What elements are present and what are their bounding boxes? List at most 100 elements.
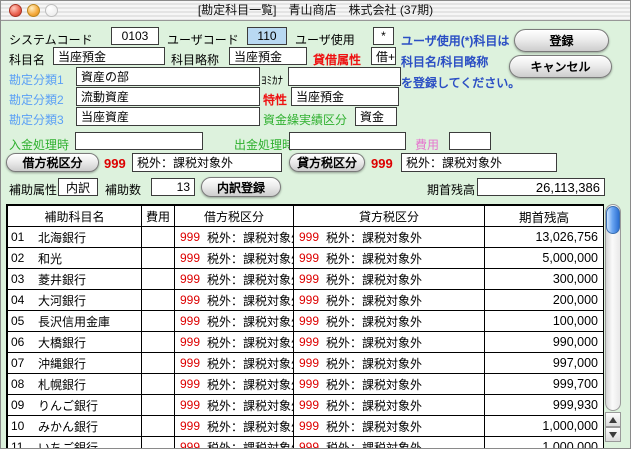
credit-tax-code: 999 [299,377,320,391]
row-number: 09 [11,398,25,412]
withdraw-time-field[interactable] [289,132,406,150]
debit-tax-text: 税外：課税対象外 [207,356,294,371]
subject-abbr-label: 科目略称 [171,53,220,67]
cell-debit-tax: 999 税外：課税対象外 [175,416,294,436]
scrollbar-thumb[interactable] [606,206,620,234]
credit-tax-field[interactable]: 税外：課税対象外 [401,153,557,172]
row-number: 01 [11,230,25,244]
row-number: 10 [11,419,25,433]
row-number: 06 [11,335,25,349]
credit-tax-code: 999 [299,272,320,286]
cell-opening-balance: 200,000 [552,293,598,307]
subaccount-name: みかん銀行 [38,419,99,434]
debit-tax-code: 999 [180,419,201,433]
table-row[interactable]: 01 北海銀行 999 税外：課税対象外 999 税外：課税対象外 13,026,756 [8,227,603,248]
system-code-field[interactable]: 0103 [111,27,159,45]
credit-tax-code: 999 [299,419,320,433]
register-button[interactable]: 登録 [514,29,609,52]
hojo-attr-field[interactable]: 内訳 [58,178,98,196]
cell-credit-tax: 999 税外：課税対象外 [294,395,485,415]
table-body: 01 北海銀行 999 税外：課税対象外 999 税外：課税対象外 13,026,756 02… [8,227,603,449]
table-row[interactable]: 09 りんご銀行 999 税外：課税対象外 999 税外：課税対象外 999,930 [8,395,603,416]
debit-credit-attr-field[interactable]: 借+ [371,47,396,65]
cell-debit-tax: 999 税外：課税対象外 [175,374,294,394]
expense-field[interactable] [449,132,491,150]
hojo-attr-label: 補助属性 [9,183,58,197]
credit-tax-code: 999 [299,356,320,370]
cell-credit-tax: 999 税外：課税対象外 [294,353,485,373]
debit-tax-code: 999 [180,335,201,349]
close-icon[interactable] [9,4,22,17]
credit-tax-code: 999 [299,440,320,449]
table-row[interactable]: 04 大河銀行 999 税外：課税対象外 999 税外：課税対象外 200,000 [8,290,603,311]
yomikana-field[interactable] [288,67,401,86]
class2-label: 勘定分類2 [9,93,64,107]
credit-tax-text: 税外：課税対象外 [326,230,423,245]
debit-tax-text: 税外：課税対象外 [207,377,294,392]
table-row[interactable]: 08 札幌銀行 999 税外：課税対象外 999 税外：課税対象外 999,700 [8,374,603,395]
title-bar[interactable]: [勘定科目一覧] 青山商店 株式会社 (37期) [1,1,630,21]
debit-tax-text: 税外：課税対象外 [207,314,294,329]
cell-expense [142,248,175,268]
cell-opening-balance: 100,000 [552,314,598,328]
scroll-down-button[interactable] [605,427,621,442]
subaccount-name: 菱井銀行 [38,272,87,287]
cell-expense [142,332,175,352]
deposit-time-field[interactable] [75,132,203,150]
credit-tax-button[interactable]: 貸方税区分 [289,153,365,172]
subject-name-field[interactable]: 当座預金 [53,47,165,65]
cell-debit-tax: 999 税外：課税対象外 [175,227,294,247]
uchiwake-register-button[interactable]: 内訳登録 [201,177,281,197]
cancel-button[interactable]: キャンセル [509,55,612,78]
minimize-icon[interactable] [27,4,40,17]
cell-debit-tax: 999 税外：課税対象外 [175,395,294,415]
table-row[interactable]: 05 長沢信用金庫 999 税外：課税対象外 999 税外：課税対象外 100,000 [8,311,603,332]
cashflow-kubun-field[interactable]: 資金 [355,107,397,126]
opening-balance-field[interactable]: 26,113,386 [477,178,605,196]
cell-opening-balance: 1,000,000 [542,440,598,449]
table-row[interactable]: 10 みかん銀行 999 税外：課税対象外 999 税外：課税対象外 1,000,000 [8,416,603,437]
class2-field[interactable]: 流動資産 [76,87,260,106]
user-use-field[interactable]: * [373,27,394,45]
cell-opening-balance: 300,000 [552,272,598,286]
class3-label: 勘定分類3 [9,113,64,127]
subaccount-name: 和光 [38,251,63,266]
debit-tax-text: 税外：課税対象外 [207,398,294,413]
scrollbar-track[interactable] [605,204,621,411]
credit-tax-code: 999 [299,293,320,307]
class1-field[interactable]: 資産の部 [76,67,260,86]
tokusei-field[interactable]: 当座預金 [291,87,399,106]
arrow-up-icon [609,416,617,423]
withdraw-time-label: 出金処理時 [234,138,295,152]
debit-tax-code: 999 [180,398,201,412]
hojo-count-field[interactable]: 13 [151,178,195,196]
header-subaccount-name: 補助科目名 [8,206,142,226]
table-row[interactable]: 11 いちご銀行 999 税外：課税対象外 999 税外：課税対象外 1,000,000 [8,437,603,449]
row-number: 11 [11,440,24,449]
subject-abbr-field[interactable]: 当座預金 [229,47,307,65]
cell-credit-tax: 999 税外：課税対象外 [294,227,485,247]
header-debit-tax: 借方税区分 [175,206,294,226]
table-header-row: 補助科目名 費用 借方税区分 貸方税区分 期首残高 [8,206,603,227]
table-row[interactable]: 07 沖縄銀行 999 税外：課税対象外 999 税外：課税対象外 997,000 [8,353,603,374]
class1-label: 勘定分類1 [9,73,64,87]
cell-credit-tax: 999 税外：課税対象外 [294,437,485,449]
user-code-field[interactable]: 110 [247,27,287,45]
user-use-label: ユーザ使用 [295,33,355,47]
class3-field[interactable]: 当座資産 [76,107,260,126]
scroll-up-button[interactable] [605,412,621,427]
window-title: [勘定科目一覧] 青山商店 株式会社 (37期) [197,3,434,17]
table-row[interactable]: 06 大橋銀行 999 税外：課税対象外 999 税外：課税対象外 990,000 [8,332,603,353]
debit-tax-field[interactable]: 税外：課税対象外 [132,153,282,172]
debit-tax-text: 税外：課税対象外 [207,419,294,434]
cell-credit-tax: 999 税外：課税対象外 [294,374,485,394]
cell-expense [142,290,175,310]
zoom-icon[interactable] [45,4,58,17]
table-row[interactable]: 02 和光 999 税外：課税対象外 999 税外：課税対象外 5,000,000 [8,248,603,269]
debit-tax-button[interactable]: 借方税区分 [6,153,99,172]
table-row[interactable]: 03 菱井銀行 999 税外：課税対象外 999 税外：課税対象外 300,000 [8,269,603,290]
debit-tax-text: 税外：課税対象外 [207,272,294,287]
cell-credit-tax: 999 税外：課税対象外 [294,269,485,289]
row-number: 05 [11,314,25,328]
